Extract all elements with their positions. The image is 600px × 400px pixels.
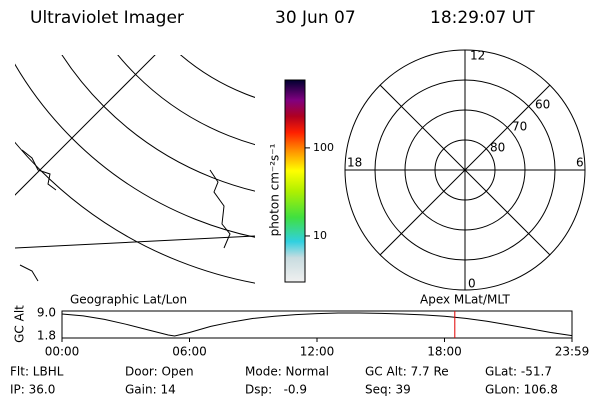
mlt-label: 12: [470, 49, 485, 63]
y-tick-label: 9.0: [37, 306, 56, 320]
panel-title: Geographic Lat/Lon: [70, 293, 187, 307]
info-field: GLon: 106.8: [485, 383, 558, 397]
title: Ultraviolet Imager: [30, 8, 184, 28]
map: [15, 55, 255, 284]
colorbar-tick-label: 10: [313, 229, 327, 242]
time: 18:29:07 UT: [430, 8, 535, 28]
lat-label: 80: [490, 141, 505, 155]
info-field: IP: 36.0: [10, 383, 55, 397]
polar-grid: [344, 49, 586, 291]
x-tick-label: 06:00: [172, 345, 207, 359]
x-tick-label: 12:00: [300, 345, 335, 359]
x-tick-label: 00:00: [45, 345, 80, 359]
info-field: Door: Open: [125, 365, 194, 379]
info-field: GLat: -51.7: [485, 365, 552, 379]
mlt-label: 6: [576, 156, 584, 170]
x-tick-label: 18:00: [427, 345, 462, 359]
info-field: Seq: 39: [365, 383, 411, 397]
info-field: Flt: LBHL: [10, 365, 64, 379]
info-field: GC Alt: 7.7 Re: [365, 365, 449, 379]
colorbar-label: photon cm⁻²s⁻¹: [268, 143, 282, 236]
altitude-line: [61, 312, 573, 337]
panel-title: Apex MLat/MLT: [420, 293, 510, 307]
colorbar: [284, 79, 306, 283]
info-field: Mode: Normal: [245, 365, 329, 379]
mlt-label: 18: [347, 156, 362, 170]
x-tick-label: 23:59: [555, 345, 590, 359]
lat-label: 70: [512, 120, 527, 134]
info-field: Gain: 14: [125, 383, 176, 397]
lat-label: 60: [535, 98, 550, 112]
info-field: Dsp: -0.9: [245, 383, 307, 397]
panel-frame: [61, 310, 573, 339]
y-axis-label: GC Alt: [13, 305, 27, 343]
y-tick-label: 1.8: [37, 329, 56, 343]
date: 30 Jun 07: [275, 8, 356, 28]
mlt-label: 0: [468, 277, 476, 291]
colorbar-tick-label: 100: [313, 141, 334, 154]
